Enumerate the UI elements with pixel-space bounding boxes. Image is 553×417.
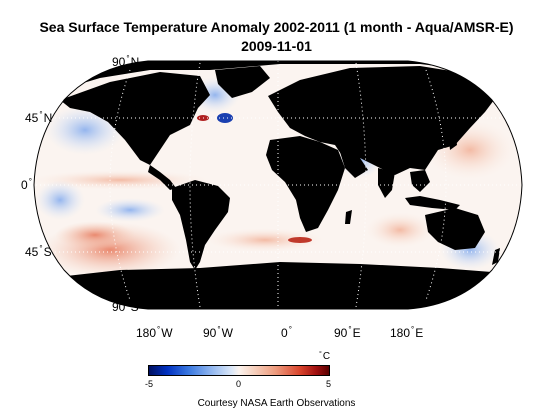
- lon-label-90e: 90°E: [334, 325, 361, 340]
- globe-outline: [33, 60, 523, 310]
- lat-label-0: 0°: [21, 177, 32, 192]
- lat-label-45n: 45°N: [25, 110, 53, 125]
- southeast-asia: [410, 170, 430, 192]
- lon-label-90w: 90°W: [203, 325, 233, 340]
- map-title: Sea Surface Temperature Anomaly 2002-201…: [39, 19, 514, 35]
- lon-label-0: 0°: [281, 325, 292, 340]
- lon-label-180w: 180°W: [136, 325, 173, 340]
- australia: [425, 208, 485, 250]
- colorbar-min-label: -5: [145, 379, 154, 389]
- colorbar-mid-label: 0: [236, 379, 242, 389]
- colorbar-unit: °C: [319, 351, 331, 362]
- madagascar: [345, 210, 352, 224]
- graticule: [36, 61, 520, 309]
- anomaly-patches: [34, 77, 515, 278]
- arabia: [340, 152, 368, 178]
- indonesia: [405, 196, 460, 210]
- lat-label-90s: 90°S: [112, 299, 139, 314]
- central-america: [148, 165, 176, 190]
- antarctica: [34, 262, 522, 309]
- eurasia: [268, 66, 500, 175]
- lat-label-45s: 45°S: [25, 244, 52, 259]
- arctic-north: [34, 61, 522, 95]
- india: [378, 168, 395, 198]
- colorbar: [148, 365, 330, 376]
- map-date: 2009-11-01: [241, 38, 312, 54]
- globe-interior: [34, 61, 522, 309]
- new-zealand: [492, 248, 500, 265]
- japan: [448, 128, 457, 150]
- lat-label-90n: 90°N: [112, 54, 140, 69]
- credit-text: Courtesy NASA Earth Observations: [197, 398, 356, 409]
- africa: [266, 136, 345, 232]
- colorbar-max-label: 5: [326, 379, 332, 389]
- lon-label-180e: 180°E: [390, 325, 424, 340]
- land-masses: [34, 61, 522, 309]
- south-america: [172, 180, 230, 270]
- greenland: [215, 66, 270, 98]
